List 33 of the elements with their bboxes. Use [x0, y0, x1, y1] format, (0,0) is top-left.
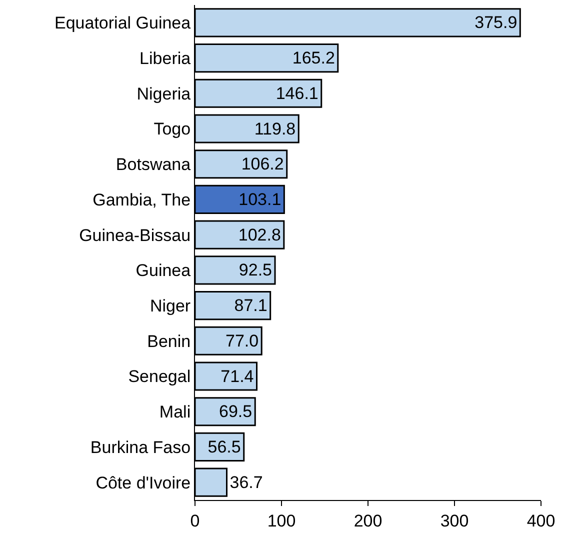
y-tick-label: Burkina Faso	[90, 438, 191, 457]
y-tick-label: Liberia	[140, 48, 192, 68]
y-tick-label: Guinea-Bissau	[79, 226, 191, 245]
y-tick-label: Benin	[147, 332, 191, 351]
y-tick-label: Botswana	[116, 155, 192, 174]
data-label: 92.5	[238, 260, 272, 280]
data-label: 375.9	[474, 13, 518, 32]
y-tick-label: Equatorial Guinea	[54, 14, 192, 33]
data-label: 71.4	[220, 366, 254, 386]
data-label: 69.5	[219, 402, 252, 422]
y-tick-label: Gambia, The	[92, 190, 191, 210]
y-tick-label: Côte d'Ivoire	[96, 473, 191, 492]
data-label: 36.7	[230, 472, 263, 492]
x-tick-label: 200	[354, 511, 382, 530]
data-label: 103.1	[238, 190, 282, 209]
x-tick-label: 0	[190, 511, 200, 530]
x-tick-label: 100	[267, 511, 296, 530]
data-label: 56.5	[208, 437, 241, 456]
x-tick-label: 400	[526, 511, 556, 530]
y-tick-label: Nigeria	[136, 84, 192, 104]
data-label: 106.2	[241, 154, 284, 174]
y-tick-label: Guinea	[136, 261, 192, 280]
data-label: 146.1	[276, 84, 318, 103]
data-label: 102.8	[238, 225, 281, 244]
x-tick-label: 300	[440, 511, 469, 530]
data-label: 119.8	[254, 119, 296, 138]
data-label: 77.0	[226, 331, 259, 350]
y-tick-label: Mali	[159, 402, 191, 422]
y-tick-label: Togo	[154, 120, 191, 139]
data-label: 165.2	[292, 48, 335, 68]
y-tick-label: Niger	[150, 296, 191, 316]
y-tick-label: Senegal	[128, 367, 191, 386]
data-label: 87.1	[234, 296, 268, 316]
